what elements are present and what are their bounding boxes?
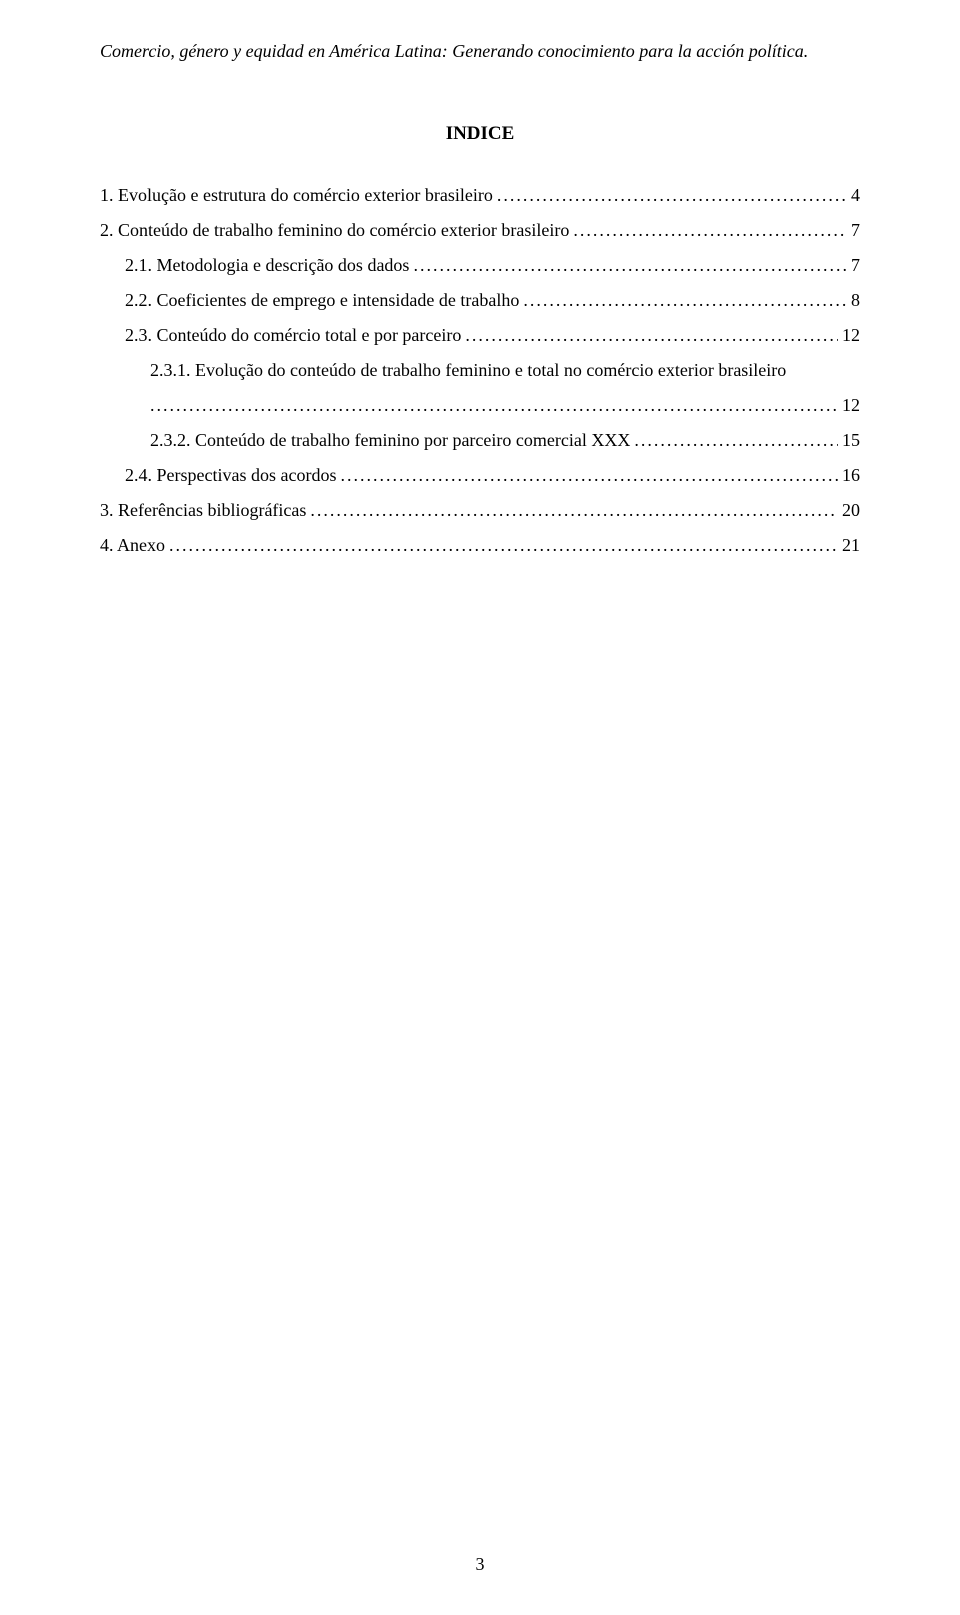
toc-leader-dots: [573, 220, 847, 241]
toc-leader-dots: [523, 290, 847, 311]
toc-page: 21: [842, 535, 860, 556]
toc-leader-dots: [169, 535, 838, 556]
toc-label: 2.3. Conteúdo do comércio total e por pa…: [125, 325, 461, 346]
toc-leader-dots: [465, 325, 838, 346]
toc-entry: 3. Referências bibliográficas 20: [100, 500, 860, 521]
toc-page: 20: [842, 500, 860, 521]
toc-page: 4: [851, 185, 860, 206]
toc-page: 8: [851, 290, 860, 311]
toc-entry: 2.3.1. Evolução do conteúdo de trabalho …: [100, 360, 860, 381]
toc-entry: 4. Anexo 21: [100, 535, 860, 556]
toc-label: 2.3.1. Evolução do conteúdo de trabalho …: [150, 360, 786, 380]
toc-leader-dots: [634, 430, 838, 451]
toc-page: 7: [851, 255, 860, 276]
toc-entry: 2.1. Metodologia e descrição dos dados 7: [100, 255, 860, 276]
toc-label: 2.4. Perspectivas dos acordos: [125, 465, 336, 486]
toc-entry: 2.2. Coeficientes de emprego e intensida…: [100, 290, 860, 311]
toc-entry: 2.3.2. Conteúdo de trabalho feminino por…: [100, 430, 860, 451]
running-header: Comercio, género y equidad en América La…: [100, 40, 860, 63]
toc-label: 2. Conteúdo de trabalho feminino do comé…: [100, 220, 569, 241]
toc-label: 2.1. Metodologia e descrição dos dados: [125, 255, 409, 276]
toc-label: 2.3.2. Conteúdo de trabalho feminino por…: [150, 430, 630, 451]
toc-label: 3. Referências bibliográficas: [100, 500, 306, 521]
toc-page: 15: [842, 430, 860, 451]
toc-label: 1. Evolução e estrutura do comércio exte…: [100, 185, 493, 206]
toc-label: 4. Anexo: [100, 535, 165, 556]
toc-page: 16: [842, 465, 860, 486]
toc-leader-dots: [340, 465, 838, 486]
toc-page: 12: [842, 395, 860, 416]
toc-leader-dots: [310, 500, 838, 521]
toc-leader-dots: [497, 185, 847, 206]
toc-entry: 2.3. Conteúdo do comércio total e por pa…: [100, 325, 860, 346]
toc-container: 1. Evolução e estrutura do comércio exte…: [100, 185, 860, 556]
toc-label: 2.2. Coeficientes de emprego e intensida…: [125, 290, 519, 311]
toc-entry-continuation: 12: [100, 395, 860, 416]
toc-entry: 1. Evolução e estrutura do comércio exte…: [100, 185, 860, 206]
page-number: 3: [0, 1554, 960, 1575]
toc-leader-dots: [413, 255, 847, 276]
toc-entry: 2. Conteúdo de trabalho feminino do comé…: [100, 220, 860, 241]
toc-leader-dots: [150, 395, 838, 416]
toc-title: INDICE: [100, 123, 860, 145]
toc-entry: 2.4. Perspectivas dos acordos 16: [100, 465, 860, 486]
toc-page: 7: [851, 220, 860, 241]
toc-page: 12: [842, 325, 860, 346]
